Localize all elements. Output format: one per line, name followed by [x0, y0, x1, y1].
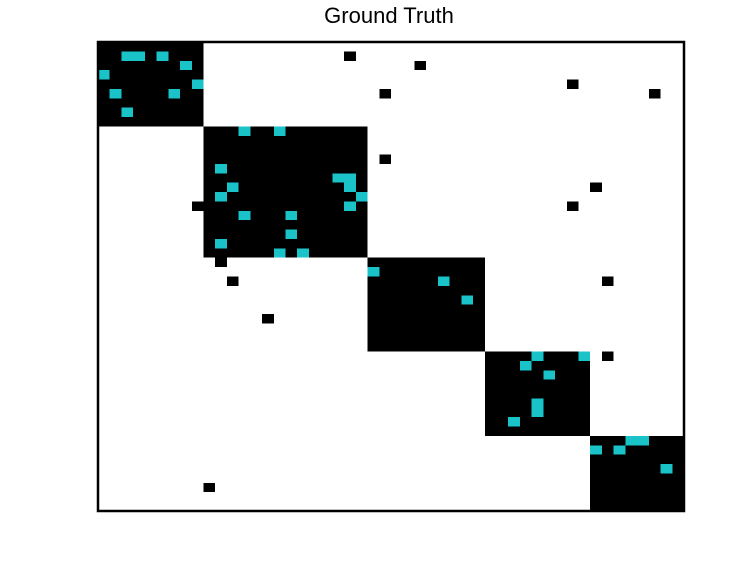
highlight-cell	[168, 88, 181, 99]
outlier-cell	[566, 201, 579, 211]
outlier-cell	[566, 79, 579, 89]
highlight-cell	[180, 60, 192, 71]
outlier-cell	[344, 51, 356, 61]
highlight-cell	[578, 351, 591, 361]
highlight-cell	[285, 229, 298, 239]
highlight-cell	[297, 248, 309, 258]
highlight-cell	[121, 51, 134, 61]
matrix-cells	[98, 42, 684, 511]
highlight-cell	[191, 79, 204, 89]
outlier-cell	[648, 88, 661, 99]
outlier-cell	[601, 276, 614, 286]
highlight-cell	[273, 126, 286, 136]
highlight-cell	[531, 398, 544, 408]
highlight-cell	[367, 267, 380, 277]
outlier-cell	[226, 276, 239, 286]
highlight-cell	[437, 276, 450, 286]
outlier-cell	[379, 154, 391, 164]
highlight-cell	[660, 464, 673, 474]
highlight-cell	[226, 182, 239, 193]
highlight-cell	[637, 435, 649, 446]
highlight-cell	[344, 173, 356, 183]
highlight-cell	[215, 192, 227, 202]
highlight-cell	[625, 435, 638, 446]
highlight-cell	[238, 126, 251, 136]
highlight-cell	[109, 88, 122, 99]
highlight-cell	[273, 248, 286, 258]
highlight-cell	[332, 173, 345, 183]
outlier-cell	[191, 201, 204, 211]
highlight-cell	[531, 407, 544, 418]
outlier-cell	[215, 257, 227, 268]
highlight-cell	[156, 51, 169, 61]
highlight-cell	[215, 163, 227, 174]
outlier-cell	[590, 182, 602, 193]
outlier-cell	[203, 482, 216, 493]
highlight-cell	[508, 417, 520, 427]
highlight-cell	[590, 445, 602, 455]
highlight-cell	[238, 210, 251, 221]
outlier-cell	[379, 88, 391, 99]
highlight-cell	[519, 360, 532, 371]
highlight-cell	[344, 201, 356, 211]
highlight-cell	[285, 210, 298, 221]
highlight-cell	[121, 107, 134, 118]
outlier-cell	[414, 60, 427, 71]
highlight-cell	[613, 445, 626, 455]
highlight-cell	[133, 51, 145, 61]
outlier-cell	[601, 351, 614, 361]
highlight-cell	[98, 70, 110, 80]
block-4	[484, 351, 591, 436]
highlight-cell	[355, 192, 368, 202]
highlight-cell	[543, 370, 556, 380]
highlight-cell	[215, 238, 227, 249]
outlier-cell	[262, 314, 274, 324]
highlight-cell	[344, 182, 356, 193]
chart-title: Ground Truth	[324, 3, 454, 28]
plot-frame	[96, 40, 686, 513]
block-1	[98, 42, 204, 127]
highlight-cell	[461, 295, 474, 305]
highlight-cell	[531, 351, 544, 361]
